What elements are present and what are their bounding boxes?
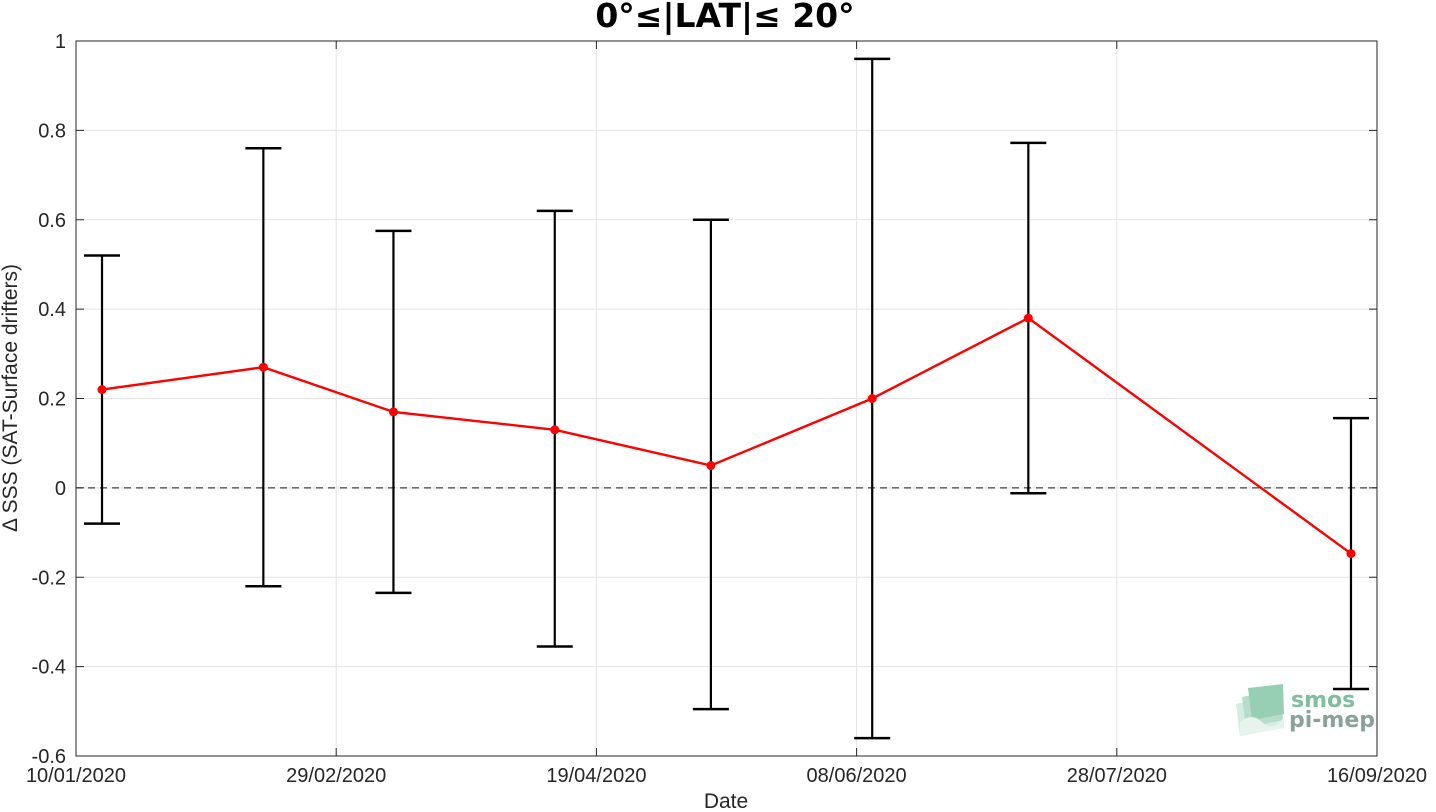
data-point (1023, 313, 1033, 323)
x-axis-label: Date (704, 790, 748, 812)
x-tick-label: 28/07/2020 (1067, 765, 1167, 787)
data-point (97, 385, 107, 395)
x-tick-label: 16/09/2020 (1327, 765, 1427, 787)
chart-title: 0°≤|LAT|≤ 20° (595, 0, 854, 35)
y-tick-label: 0 (55, 478, 66, 500)
y-axis-label: Δ SSS (SAT-Surface drifters) (0, 264, 22, 532)
y-tick-label: 1 (55, 31, 66, 53)
x-tick-label: 29/02/2020 (286, 765, 386, 787)
x-tick-label: 10/01/2020 (26, 765, 126, 787)
data-point (388, 407, 398, 417)
data-point (258, 362, 268, 372)
y-tick-label: 0.8 (38, 120, 66, 142)
logo-text-pi-mep: pi-mep (1289, 708, 1375, 733)
x-tick-label: 08/06/2020 (807, 765, 907, 787)
y-tick-label: -0.6 (32, 746, 66, 768)
data-point (706, 461, 716, 471)
y-tick-label: 0.4 (38, 299, 66, 321)
x-axis-ticks: 10/01/2020 29/02/2020 19/04/2020 08/06/2020… (26, 41, 1427, 787)
y-tick-label: 0.6 (38, 210, 66, 232)
y-tick-label: -0.2 (32, 567, 66, 589)
y-tick-label: 0.2 (38, 389, 66, 411)
smos-pi-mep-logo: smos pi-mep (1236, 684, 1375, 736)
data-point (1346, 549, 1356, 559)
mean-line (101, 316, 1352, 555)
logo-layers-icon (1236, 684, 1284, 736)
y-axis-ticks: -0.6 -0.4 -0.2 0 0.2 0.4 0.6 0.8 1 (32, 31, 1377, 768)
logo-text-smos: smos (1291, 688, 1355, 713)
x-tick-label: 19/04/2020 (546, 765, 646, 787)
series-line (97, 313, 1356, 559)
data-point (867, 394, 877, 403)
data-point (550, 425, 560, 435)
y-tick-label: -0.4 (32, 657, 66, 679)
